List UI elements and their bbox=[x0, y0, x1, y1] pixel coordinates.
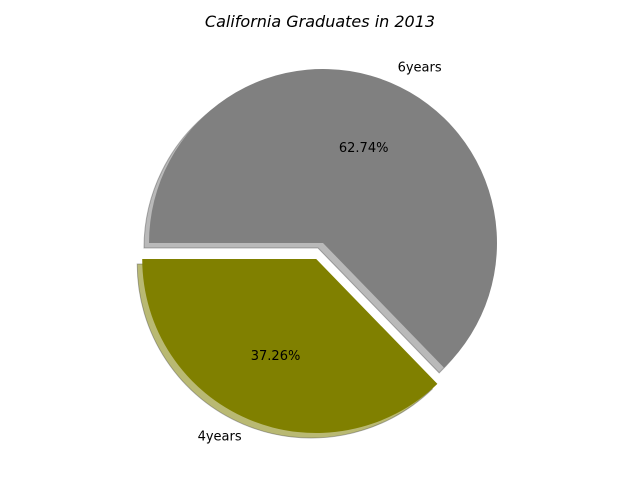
chart-title: California Graduates in 2013 bbox=[205, 12, 435, 31]
slice-percent-label-4years: 37.26% bbox=[251, 349, 301, 364]
slice-percent-label-6years: 62.74% bbox=[339, 141, 389, 156]
pie-slice-4years bbox=[142, 259, 438, 434]
pie-slice-6years bbox=[149, 69, 497, 368]
slice-label-4years: 4years bbox=[198, 429, 242, 444]
slice-label-6years: 6years bbox=[398, 61, 442, 76]
